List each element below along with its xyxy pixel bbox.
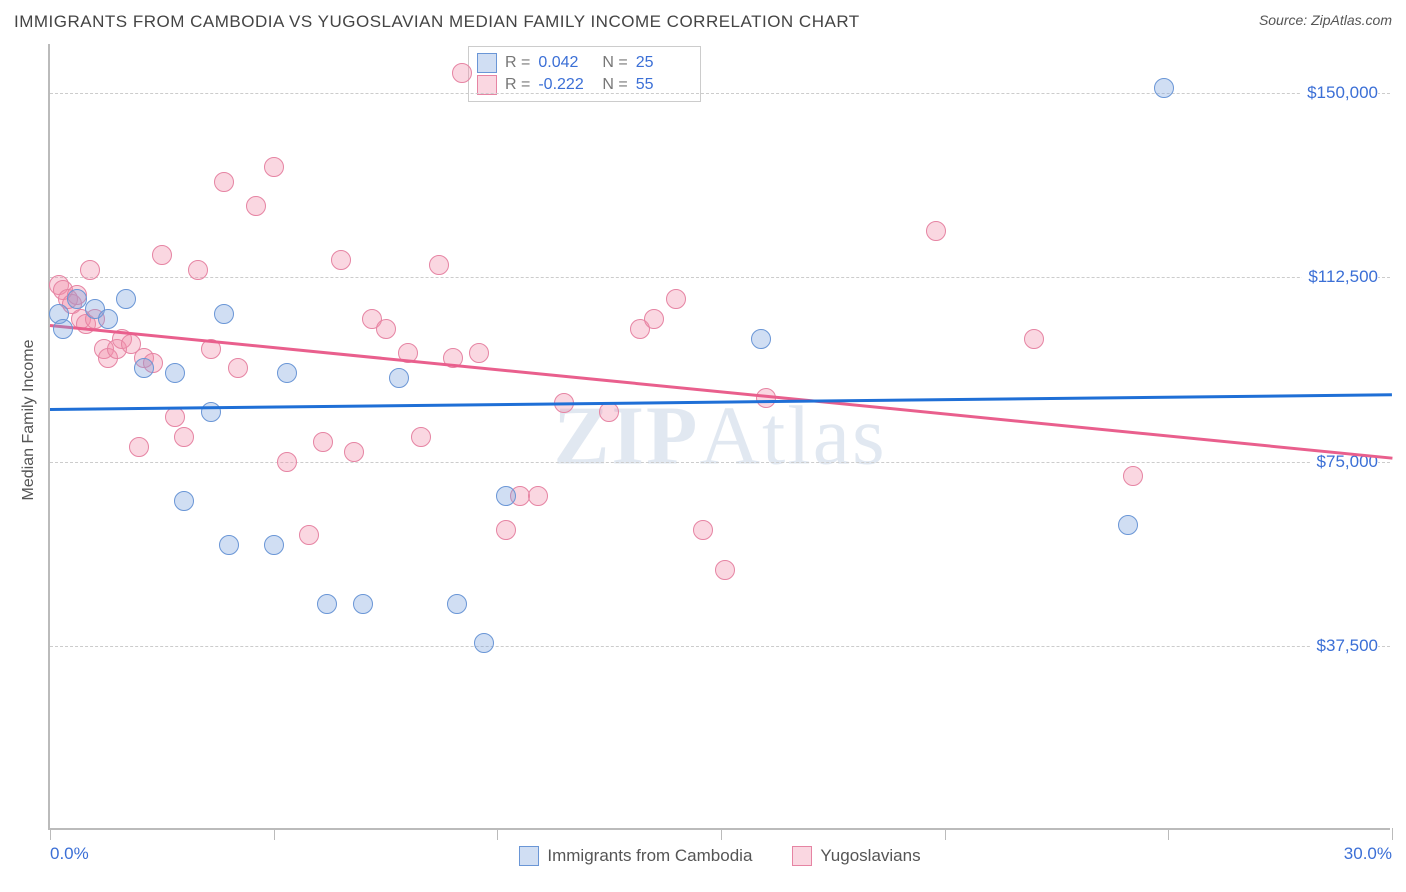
chart-title: IMMIGRANTS FROM CAMBODIA VS YUGOSLAVIAN … (14, 12, 860, 32)
scatter-point-yugoslavia (165, 407, 185, 427)
scatter-point-yugoslavia (313, 432, 333, 452)
bottom-legend: Immigrants from Cambodia Yugoslavians (50, 846, 1390, 866)
legend-item-yugoslavia: Yugoslavians (792, 846, 920, 866)
stats-row-yugoslavia: R = -0.222 N = 55 (477, 75, 692, 95)
swatch-cambodia (477, 53, 497, 73)
scatter-point-cambodia (174, 491, 194, 511)
scatter-point-cambodia (1154, 78, 1174, 98)
scatter-point-yugoslavia (469, 343, 489, 363)
scatter-point-yugoslavia (376, 319, 396, 339)
regression-line-cambodia (50, 393, 1392, 410)
scatter-point-cambodia (134, 358, 154, 378)
scatter-point-cambodia (98, 309, 118, 329)
x-tick (945, 828, 946, 840)
scatter-point-cambodia (264, 535, 284, 555)
gridline (50, 646, 1390, 647)
scatter-point-yugoslavia (1024, 329, 1044, 349)
scatter-point-yugoslavia (452, 63, 472, 83)
scatter-point-cambodia (353, 594, 373, 614)
scatter-point-cambodia (474, 633, 494, 653)
scatter-point-yugoslavia (715, 560, 735, 580)
scatter-point-cambodia (389, 368, 409, 388)
scatter-point-yugoslavia (344, 442, 364, 462)
scatter-point-yugoslavia (496, 520, 516, 540)
scatter-point-cambodia (214, 304, 234, 324)
scatter-point-yugoslavia (429, 255, 449, 275)
scatter-point-yugoslavia (331, 250, 351, 270)
x-tick (1168, 828, 1169, 840)
scatter-point-cambodia (1118, 515, 1138, 535)
scatter-point-cambodia (67, 289, 87, 309)
plot-area: ZIPAtlas R = 0.042 N = 25 R = -0.222 N =… (48, 44, 1390, 830)
scatter-point-yugoslavia (277, 452, 297, 472)
y-tick-label: $150,000 (1301, 83, 1378, 103)
x-tick (1392, 828, 1393, 840)
scatter-point-cambodia (496, 486, 516, 506)
legend-item-cambodia: Immigrants from Cambodia (519, 846, 752, 866)
scatter-point-yugoslavia (129, 437, 149, 457)
y-tick-label: $37,500 (1311, 636, 1378, 656)
scatter-point-yugoslavia (926, 221, 946, 241)
x-tick (497, 828, 498, 840)
scatter-point-yugoslavia (666, 289, 686, 309)
scatter-point-cambodia (53, 319, 73, 339)
scatter-point-cambodia (751, 329, 771, 349)
y-axis-title: Median Family Income (20, 340, 38, 501)
chart-header: IMMIGRANTS FROM CAMBODIA VS YUGOSLAVIAN … (14, 12, 1392, 32)
scatter-point-yugoslavia (299, 525, 319, 545)
scatter-point-cambodia (219, 535, 239, 555)
chart-source: Source: ZipAtlas.com (1259, 12, 1392, 28)
scatter-point-cambodia (116, 289, 136, 309)
scatter-point-yugoslavia (246, 196, 266, 216)
scatter-point-cambodia (317, 594, 337, 614)
scatter-point-yugoslavia (264, 157, 284, 177)
x-tick-label: 0.0% (50, 844, 89, 864)
gridline (50, 277, 1390, 278)
scatter-point-yugoslavia (644, 309, 664, 329)
stats-row-cambodia: R = 0.042 N = 25 (477, 53, 692, 73)
swatch-yugoslavia (477, 75, 497, 95)
gridline (50, 93, 1390, 94)
scatter-point-yugoslavia (528, 486, 548, 506)
scatter-point-yugoslavia (693, 520, 713, 540)
y-tick-label: $112,500 (1302, 267, 1378, 287)
scatter-point-yugoslavia (174, 427, 194, 447)
scatter-point-cambodia (447, 594, 467, 614)
scatter-point-cambodia (165, 363, 185, 383)
scatter-point-yugoslavia (152, 245, 172, 265)
swatch-yugoslavia-icon (792, 846, 812, 866)
x-tick (274, 828, 275, 840)
scatter-point-yugoslavia (80, 260, 100, 280)
gridline (50, 462, 1390, 463)
scatter-point-yugoslavia (214, 172, 234, 192)
scatter-point-cambodia (277, 363, 297, 383)
scatter-point-yugoslavia (599, 402, 619, 422)
scatter-point-yugoslavia (1123, 466, 1143, 486)
x-tick-label: 30.0% (1344, 844, 1392, 864)
scatter-point-yugoslavia (188, 260, 208, 280)
x-tick (721, 828, 722, 840)
swatch-cambodia-icon (519, 846, 539, 866)
scatter-point-yugoslavia (411, 427, 431, 447)
scatter-point-yugoslavia (228, 358, 248, 378)
x-tick (50, 828, 51, 840)
regression-line-yugoslavia (50, 324, 1392, 459)
